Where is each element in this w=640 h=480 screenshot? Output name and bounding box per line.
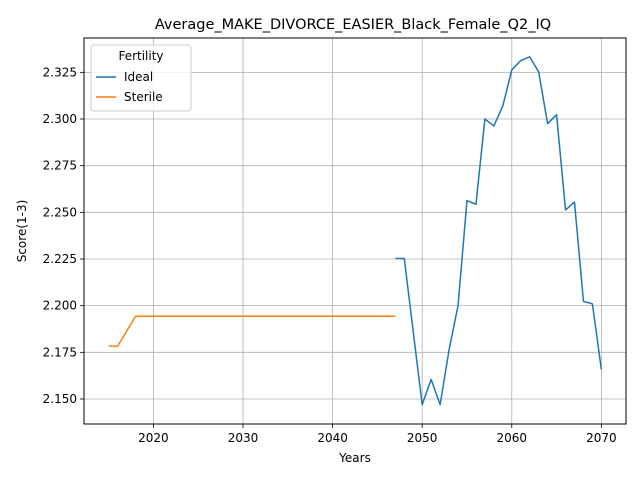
grid xyxy=(84,38,626,424)
legend-title: Fertility xyxy=(118,49,163,63)
x-axis-ticks: 2020 2030 2040 2050 2060 2070 xyxy=(138,424,617,445)
chart-title: Average_MAKE_DIVORCE_EASIER_Black_Female… xyxy=(155,17,551,33)
y-tick-label: 2.325 xyxy=(43,65,77,79)
x-tick-label: 2060 xyxy=(497,431,528,445)
series-line-ideal xyxy=(395,56,603,406)
plot-frame xyxy=(83,37,627,425)
y-tick-label: 2.150 xyxy=(43,392,77,406)
x-tick-label: 2030 xyxy=(228,431,259,445)
legend-box xyxy=(90,44,192,112)
series-lines xyxy=(108,56,603,406)
y-tick-label: 2.200 xyxy=(43,299,77,313)
x-axis-label: Years xyxy=(338,451,371,465)
series-line-sterile xyxy=(108,315,396,347)
y-tick-label: 2.250 xyxy=(43,205,77,219)
y-tick-label: 2.225 xyxy=(43,252,77,266)
x-tick-label: 2050 xyxy=(407,431,438,445)
y-tick-label: 2.300 xyxy=(43,112,77,126)
y-tick-label: 2.275 xyxy=(43,159,77,173)
y-tick-label: 2.175 xyxy=(43,345,77,359)
y-axis-ticks: 2.150 2.175 2.200 2.225 2.250 2.275 2.300 2.325 xyxy=(43,65,84,406)
legend-label-sterile: Sterile xyxy=(124,90,163,104)
x-tick-label: 2070 xyxy=(586,431,617,445)
legend: Fertility Ideal Sterile xyxy=(90,44,192,112)
x-tick-label: 2020 xyxy=(138,431,169,445)
legend-label-ideal: Ideal xyxy=(124,70,153,84)
y-axis-label: Score(1-3) xyxy=(15,200,29,263)
x-tick-label: 2040 xyxy=(317,431,348,445)
